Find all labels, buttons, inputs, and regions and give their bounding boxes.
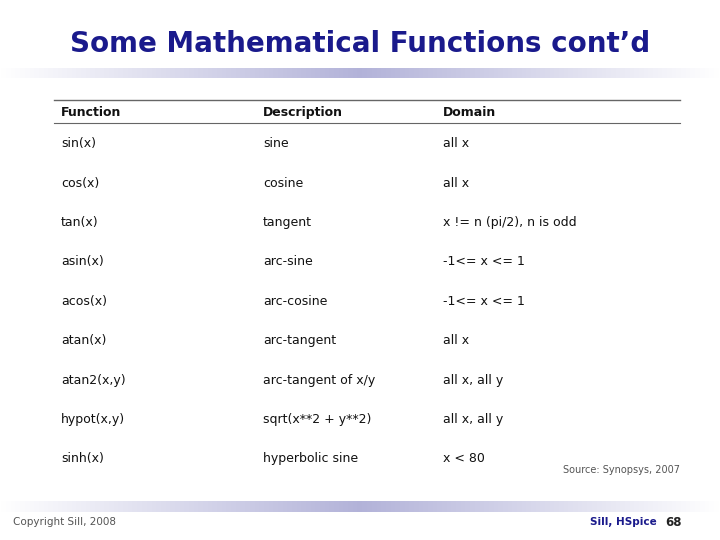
Text: all x: all x (443, 334, 469, 347)
Text: sqrt(x**2 + y**2): sqrt(x**2 + y**2) (263, 413, 372, 426)
Text: acos(x): acos(x) (61, 295, 107, 308)
Text: Function: Function (61, 106, 122, 119)
Text: arc-sine: arc-sine (263, 255, 312, 268)
Text: cosine: cosine (263, 177, 303, 190)
Text: arc-cosine: arc-cosine (263, 295, 327, 308)
Text: sin(x): sin(x) (61, 137, 96, 150)
Text: Domain: Domain (443, 106, 496, 119)
Text: tan(x): tan(x) (61, 216, 99, 229)
Text: hypot(x,y): hypot(x,y) (61, 413, 125, 426)
Text: tangent: tangent (263, 216, 312, 229)
Text: all x, all y: all x, all y (443, 374, 503, 387)
Text: sinh(x): sinh(x) (61, 453, 104, 465)
Text: all x: all x (443, 177, 469, 190)
Text: sine: sine (263, 137, 289, 150)
Text: Some Mathematical Functions cont’d: Some Mathematical Functions cont’d (70, 30, 650, 58)
Text: asin(x): asin(x) (61, 255, 104, 268)
Text: x < 80: x < 80 (443, 453, 485, 465)
Text: arc-tangent: arc-tangent (263, 334, 336, 347)
Text: Sill, HSpice: Sill, HSpice (590, 517, 657, 527)
Text: x != n (pi/2), n is odd: x != n (pi/2), n is odd (443, 216, 577, 229)
Text: atan2(x,y): atan2(x,y) (61, 374, 126, 387)
Text: all x, all y: all x, all y (443, 413, 503, 426)
Text: atan(x): atan(x) (61, 334, 107, 347)
Text: 68: 68 (665, 516, 682, 529)
Text: -1<= x <= 1: -1<= x <= 1 (443, 295, 525, 308)
Text: Description: Description (263, 106, 343, 119)
Text: -1<= x <= 1: -1<= x <= 1 (443, 255, 525, 268)
Text: cos(x): cos(x) (61, 177, 99, 190)
Text: arc-tangent of x/y: arc-tangent of x/y (263, 374, 375, 387)
Text: hyperbolic sine: hyperbolic sine (263, 453, 358, 465)
Text: Copyright Sill, 2008: Copyright Sill, 2008 (13, 517, 116, 527)
Text: all x: all x (443, 137, 469, 150)
Text: Source: Synopsys, 2007: Source: Synopsys, 2007 (563, 465, 680, 475)
